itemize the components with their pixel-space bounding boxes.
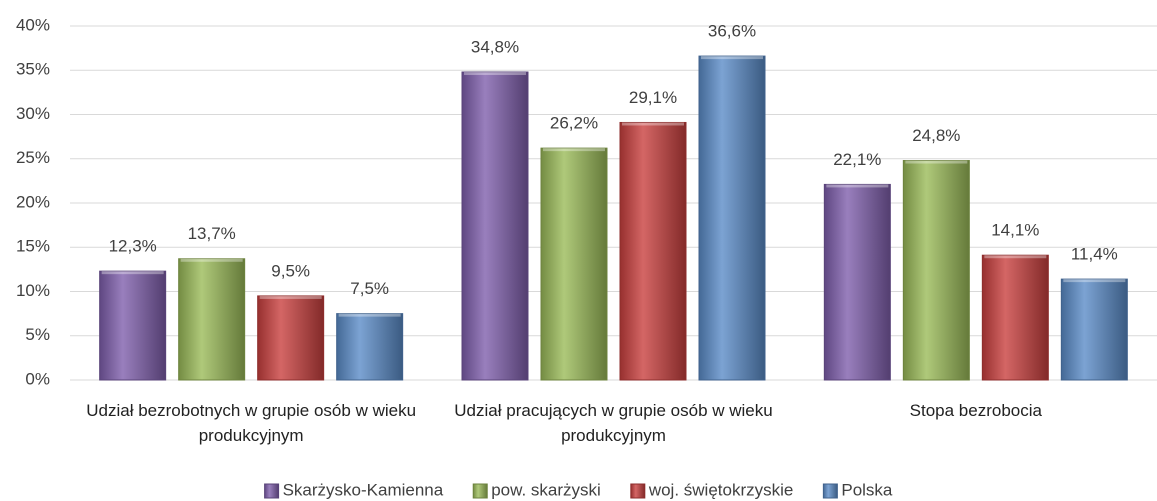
bar: [99, 270, 167, 381]
bar-top: [180, 258, 243, 262]
y-tick-label: 0%: [25, 369, 50, 388]
bar: [257, 295, 325, 381]
value-label: 29,1%: [629, 88, 677, 107]
legend-swatch: [822, 483, 838, 499]
bar-top: [622, 122, 684, 126]
legend-label: pow. skarżyski: [491, 480, 601, 499]
bar: [461, 71, 529, 381]
bar-top: [826, 184, 889, 188]
bar: [902, 160, 970, 381]
bar: [823, 183, 891, 381]
value-label: 34,8%: [471, 38, 519, 57]
value-label: 22,1%: [833, 150, 881, 169]
bar: [698, 55, 766, 381]
bar-top: [701, 56, 763, 60]
value-label: 12,3%: [109, 237, 157, 256]
legend-label: woj. świętokrzyskie: [648, 480, 794, 499]
legend-swatch: [472, 483, 488, 499]
bar: [540, 147, 608, 381]
bar-top: [1063, 279, 1126, 283]
value-label: 24,8%: [912, 126, 960, 145]
y-tick-label: 35%: [16, 60, 50, 79]
y-tick-label: 40%: [16, 15, 50, 34]
y-tick-label: 20%: [16, 192, 50, 211]
value-label: 14,1%: [991, 221, 1039, 240]
legend: Skarżysko-Kamienna pow. skarżyski woj. świ…: [264, 480, 893, 499]
legend-swatch: [630, 483, 646, 499]
legend-label: Skarżysko-Kamienna: [283, 480, 444, 499]
legend-label: Polska: [841, 480, 893, 499]
bar-top: [464, 72, 526, 76]
bar: [619, 121, 687, 381]
bar-top: [905, 160, 968, 164]
value-label: 13,7%: [188, 224, 236, 243]
x-tick-label: Udział pracujących w grupie osób w wieku…: [454, 401, 773, 445]
bar-top: [101, 271, 164, 275]
bar-top: [984, 255, 1047, 259]
y-tick-label: 15%: [16, 237, 50, 256]
bar-top: [338, 313, 401, 317]
y-tick-label: 25%: [16, 148, 50, 167]
value-label: 9,5%: [271, 261, 310, 280]
value-label: 11,4%: [1071, 245, 1118, 264]
value-label: 36,6%: [708, 22, 756, 41]
value-label: 7,5%: [350, 279, 389, 298]
y-tick-label: 10%: [16, 281, 50, 300]
bar-top: [543, 148, 605, 152]
x-tick-label: Stopa bezrobocia: [909, 401, 1042, 420]
y-tick-label: 30%: [16, 104, 50, 123]
bar: [336, 313, 404, 381]
legend-swatch: [264, 483, 280, 499]
x-tick-label: Udział bezrobotnych w grupie osób w wiek…: [86, 401, 417, 445]
bar: [178, 258, 246, 381]
y-tick-label: 5%: [25, 325, 50, 344]
bar: [1060, 278, 1128, 381]
bar: [981, 254, 1049, 381]
value-label: 26,2%: [550, 114, 598, 133]
bar-top: [259, 295, 322, 299]
